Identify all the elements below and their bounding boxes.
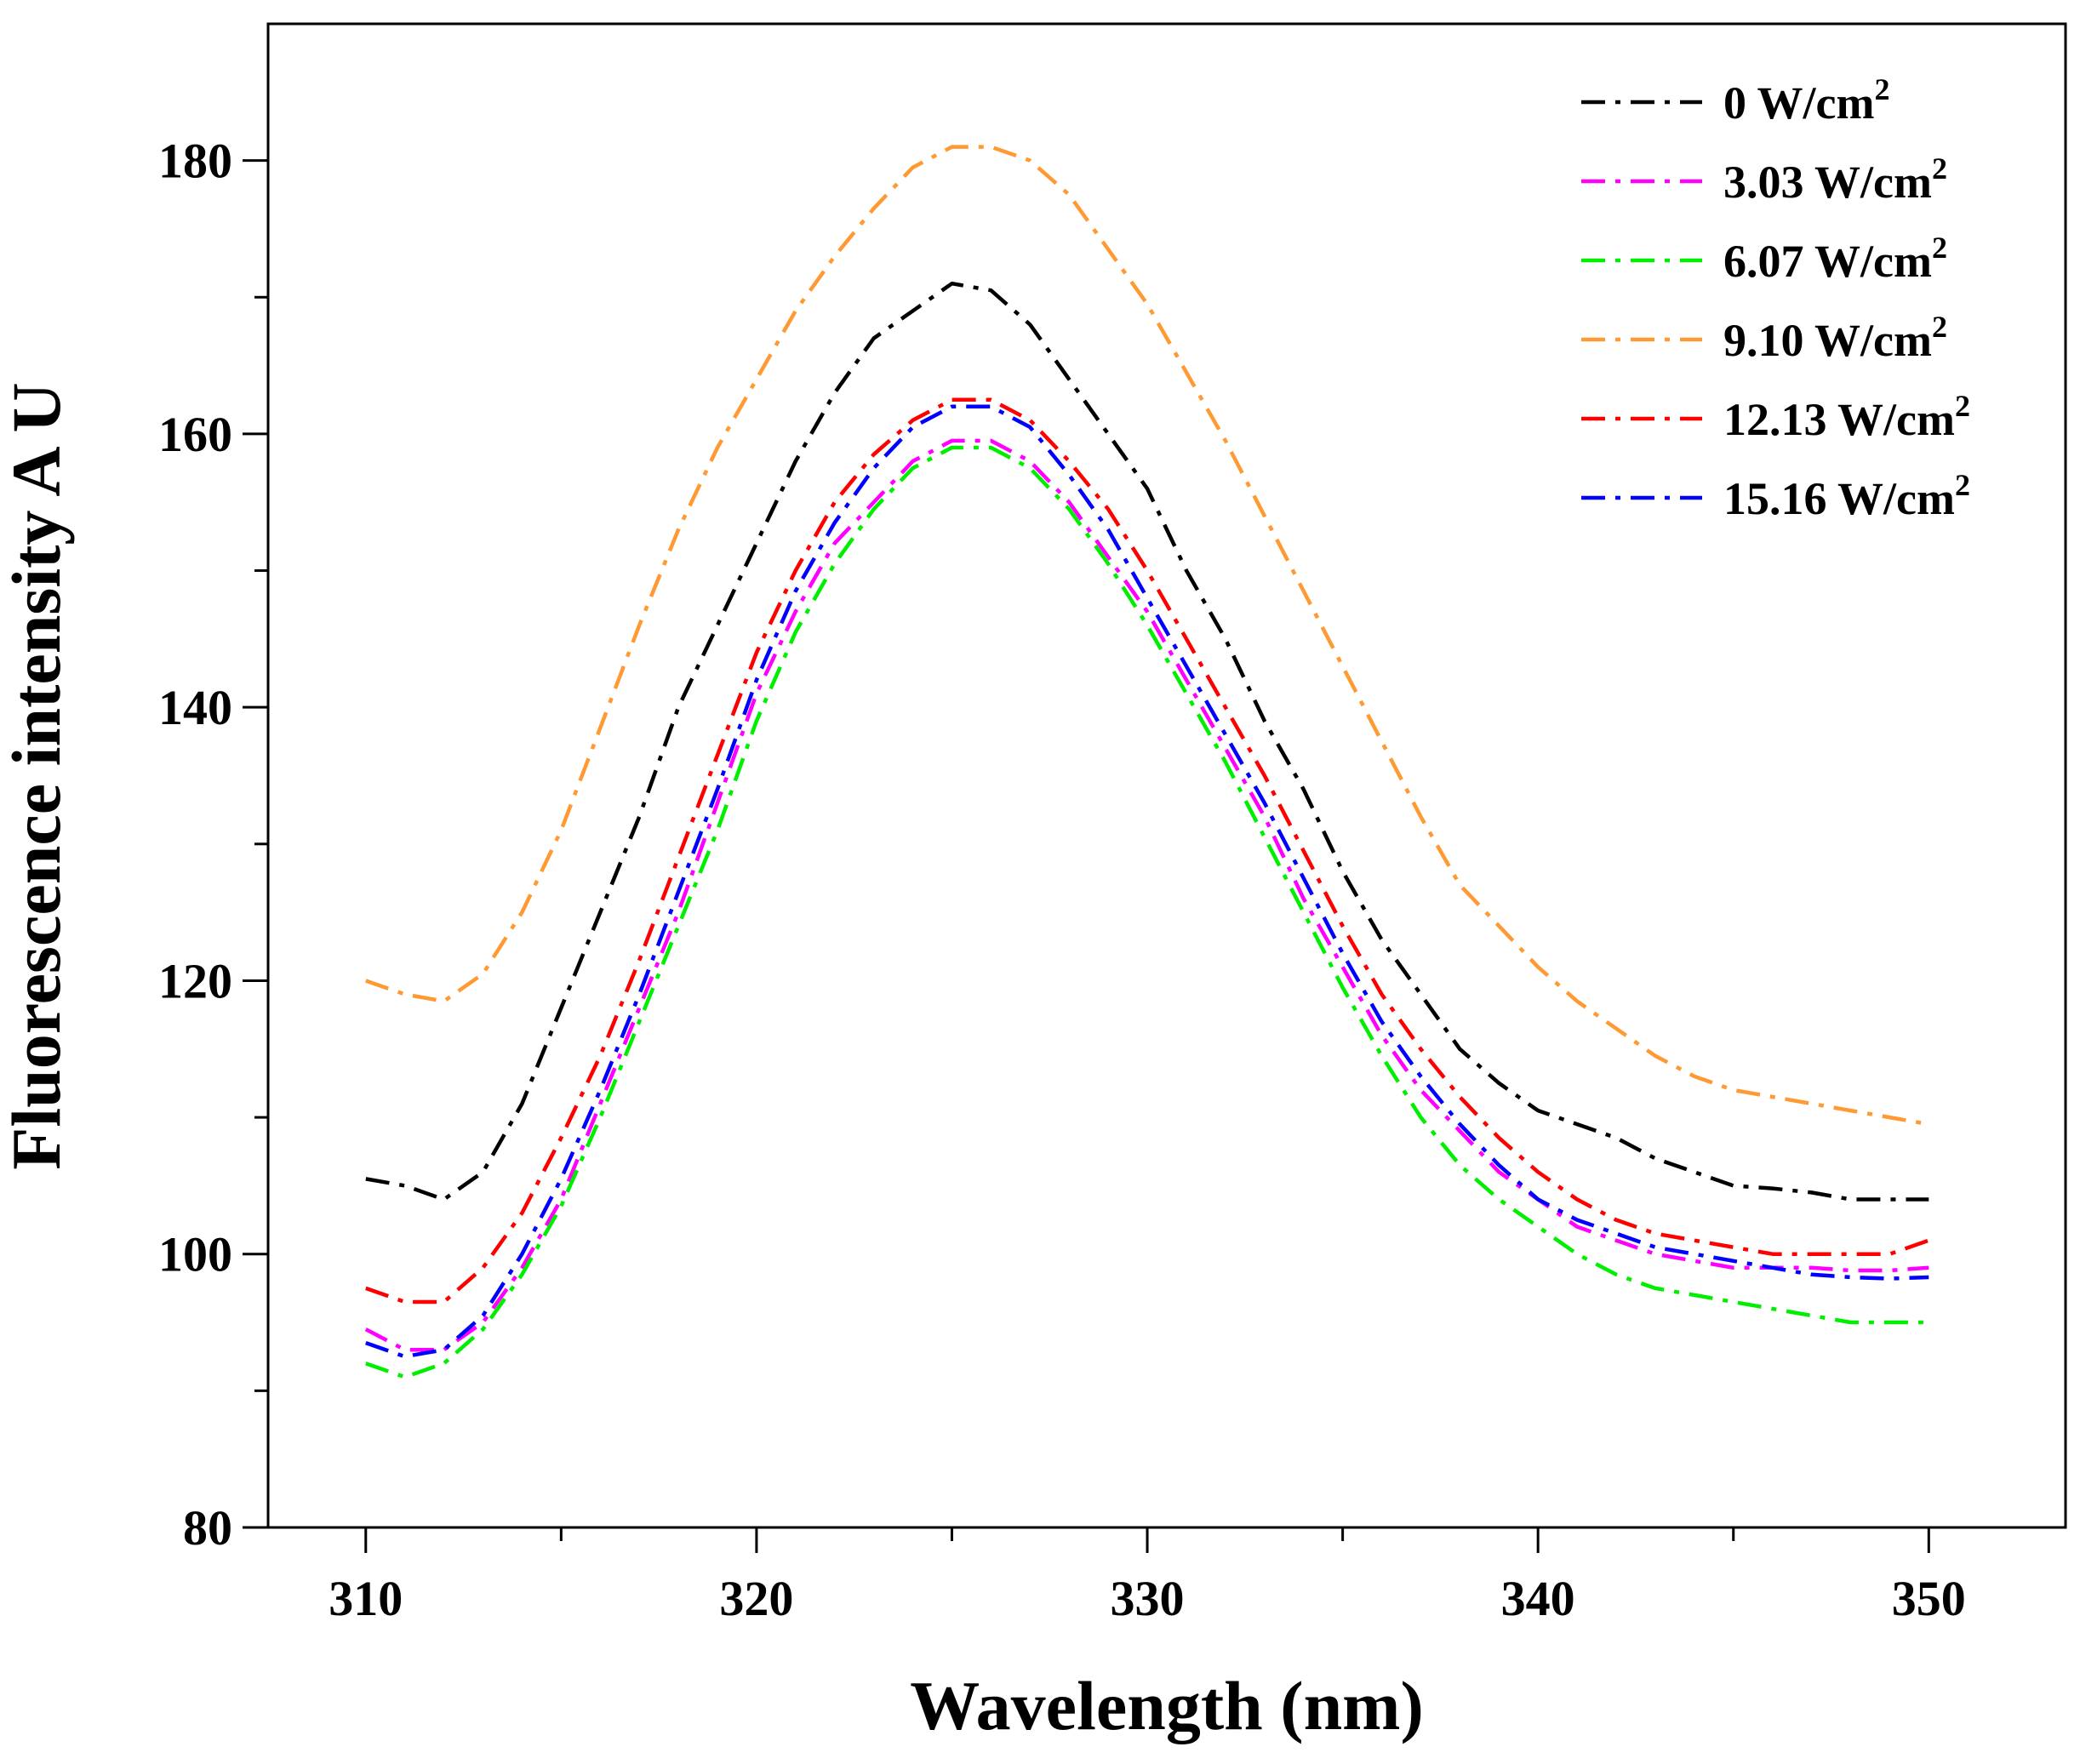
- series-line: [365, 281, 1929, 1202]
- legend-label-superscript: 2: [1932, 310, 1947, 344]
- legend: 0 W/cm2 3.03 W/cm2 6.07 W/cm2 9.10 W/cm2 12.…: [1581, 72, 1970, 524]
- x-tick-label: 350: [1892, 1571, 1966, 1626]
- legend-label-superscript: 2: [1955, 389, 1970, 423]
- legend-label-superscript: 2: [1932, 151, 1947, 186]
- legend-label-superscript: 2: [1955, 468, 1970, 502]
- legend-label: 12.13 W/cm2: [1723, 389, 1970, 445]
- series-line: [365, 404, 1929, 1359]
- x-axis-label: Wavelength (nm): [910, 1667, 1424, 1744]
- legend-label: 15.16 W/cm2: [1723, 468, 1970, 524]
- y-tick-label: 120: [158, 953, 232, 1008]
- series-line: [365, 397, 1930, 1304]
- x-axis-ticks: 310 320 330 340 350: [329, 1527, 1966, 1626]
- series-line: [365, 145, 1929, 1127]
- x-tick-label: 320: [719, 1571, 793, 1626]
- plot-frame: [266, 22, 2067, 1529]
- legend-label: 6.07 W/cm2: [1723, 231, 1947, 287]
- legend-label: 3.03 W/cm2: [1723, 151, 1947, 208]
- y-tick-label: 160: [158, 407, 232, 462]
- legend-label: 9.10 W/cm2: [1723, 310, 1947, 366]
- series-line: [364, 438, 1929, 1352]
- legend-label-superscript: 2: [1932, 231, 1947, 265]
- y-tick-label: 80: [183, 1500, 232, 1556]
- x-tick-label: 340: [1501, 1571, 1575, 1626]
- y-axis-label: Fluorescence intensity A U: [0, 382, 75, 1169]
- y-tick-label: 140: [158, 680, 232, 735]
- y-tick-label: 180: [158, 134, 232, 189]
- legend-label-superscript: 2: [1874, 72, 1889, 106]
- x-tick-label: 310: [329, 1571, 403, 1626]
- y-axis-ticks: 80 100 120 140 160 180: [158, 134, 268, 1556]
- y-tick-label: 100: [158, 1227, 232, 1282]
- x-tick-label: 330: [1111, 1571, 1185, 1626]
- series-line: [365, 445, 1929, 1379]
- legend-label: 0 W/cm2: [1723, 72, 1889, 128]
- series-lines: [364, 145, 1930, 1379]
